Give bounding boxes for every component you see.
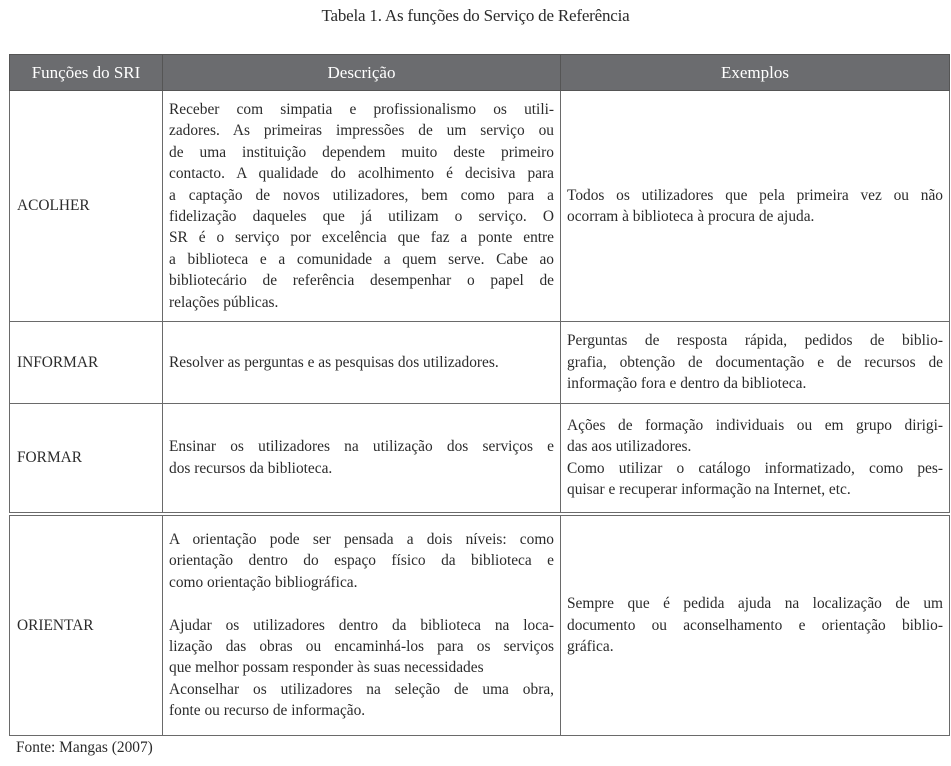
examples-line: Ações de formação individuais ou em grup… — [567, 416, 943, 434]
description-line: dos recursos da biblioteca. — [169, 459, 333, 477]
table-row: INFORMAR Resolver as perguntas e as pesqu… — [9, 321, 950, 404]
description-line: relações públicas. — [169, 293, 279, 311]
examples-cell: Perguntas de resposta rápida, pedidos de… — [560, 321, 950, 404]
function-cell: INFORMAR — [9, 321, 163, 404]
examples-line: documento ou aconselhamento e orientação… — [567, 616, 943, 634]
description-line: bibliotecário de referência desempenhar … — [169, 272, 554, 290]
description-line: a captação de novos utilizadores, bem co… — [169, 186, 554, 204]
description-line: Resolver as perguntas e as pesquisas dos… — [169, 353, 499, 371]
examples-line: Todos os utilizadores que pela primeira … — [567, 186, 943, 204]
examples-line: das aos utilizadores. — [567, 438, 692, 456]
function-cell: ORIENTAR — [9, 511, 163, 736]
description-line: Ensinar os utilizadores na utilização do… — [169, 438, 554, 456]
description-line: zadores. As primeiras impressões de um s… — [169, 122, 554, 140]
table-row: ACOLHER Receber com simpatia e profission… — [9, 90, 950, 322]
examples-line: grafia, obtenção de documentação e de re… — [567, 353, 943, 371]
examples-line: Perguntas de resposta rápida, pedidos de… — [567, 332, 943, 350]
examples-line: quisar e recuperar informação na Interne… — [567, 481, 851, 499]
examples-line: informação fora e dentro da biblioteca. — [567, 375, 807, 393]
description-line: Ajudar os utilizadores dentro da bibliot… — [169, 616, 554, 634]
table-row: ORIENTAR A orientação pode ser pensada a … — [9, 511, 950, 736]
examples-line: ocorram à biblioteca à procura de ajuda. — [567, 208, 815, 225]
description-line: a biblioteca e a comunidade a quem serve… — [169, 250, 554, 268]
description-line: lização das obras ou encaminhá-los para … — [169, 637, 554, 655]
description-line: orientação dentro do espaço físico da bi… — [169, 552, 554, 570]
source-note: Fonte: Mangas (2007) — [16, 739, 153, 756]
description-line: Receber com simpatia e profissionalismo … — [169, 100, 554, 118]
description-line: SR é o serviço por excelência que faz a … — [169, 229, 554, 247]
paragraph-gap — [169, 593, 554, 614]
description-cell: Receber com simpatia e profissionalismo … — [162, 90, 561, 322]
description-line: que melhor possam responder às suas nece… — [169, 659, 484, 677]
description-line: contacto. A qualidade do acolhimento é d… — [169, 165, 554, 183]
description-line: fidelização daqueles que já utilizam o s… — [169, 208, 554, 225]
header-examples: Exemplos — [560, 54, 950, 91]
examples-line: Como utilizar o catálogo informatizado, … — [567, 459, 943, 477]
description-cell: A orientação pode ser pensada a dois nív… — [162, 511, 561, 736]
description-cell: Resolver as perguntas e as pesquisas dos… — [162, 321, 561, 404]
description-line: de uma instituição dependem muito deste … — [169, 143, 554, 161]
description-line: como orientação bibliográfica. — [169, 573, 358, 591]
reference-service-functions-table: Funções do SRI Descrição Exemplos ACOLHE… — [9, 54, 950, 736]
function-cell: ACOLHER — [9, 90, 163, 322]
table-caption: Tabela 1. As funções do Serviço de Refer… — [321, 6, 630, 25]
description-cell: Ensinar os utilizadores na utilização do… — [162, 403, 561, 514]
header-functions: Funções do SRI — [9, 54, 163, 91]
table-row: FORMAR Ensinar os utilizadores na utiliza… — [9, 403, 950, 514]
description-line: fonte ou recurso de informação. — [169, 702, 366, 720]
header-description: Descrição — [162, 54, 561, 91]
examples-line: gráfica. — [567, 637, 614, 655]
header-row: Funções do SRI Descrição Exemplos — [9, 54, 950, 91]
examples-cell: Sempre que é pedida ajuda na localização… — [560, 511, 950, 736]
description-line: A orientação pode ser pensada a dois nív… — [169, 530, 554, 548]
function-cell: FORMAR — [9, 403, 163, 514]
examples-cell: Ações de formação individuais ou em grup… — [560, 403, 950, 514]
examples-line: Sempre que é pedida ajuda na localização… — [567, 595, 943, 613]
description-line: Aconselhar os utilizadores na seleção de… — [169, 680, 554, 698]
examples-cell: Todos os utilizadores que pela primeira … — [560, 90, 950, 322]
